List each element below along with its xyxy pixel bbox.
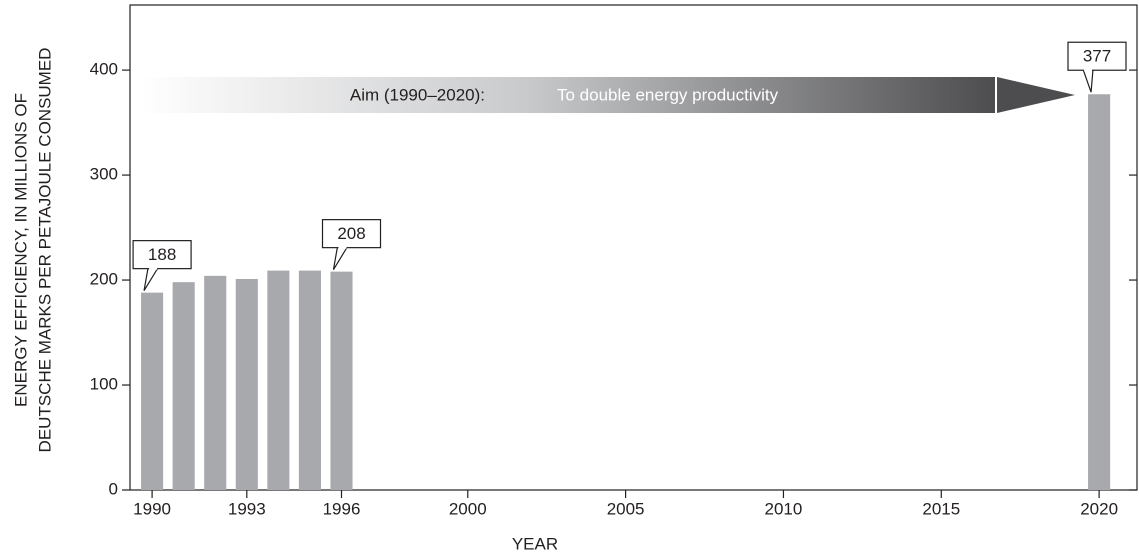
callout-gap (338, 245, 347, 249)
annotation: To double energy productivity (557, 85, 779, 104)
callout-box (132, 240, 192, 270)
x-tick-label: 2020 (1080, 499, 1118, 518)
bar (330, 271, 353, 490)
aim-arrow-head (997, 77, 1075, 113)
x-tick-label: 2015 (922, 499, 960, 518)
y-tick-label: 0 (109, 479, 118, 498)
callout-pointer (143, 267, 160, 291)
x-tick-label: 1993 (228, 499, 266, 518)
bar (267, 270, 290, 490)
bar (298, 270, 321, 490)
callout-gap (1084, 68, 1092, 72)
bar (172, 282, 195, 490)
bar (1088, 94, 1111, 490)
x-tick-label: 2000 (449, 499, 487, 518)
y-tick-label: 200 (90, 270, 118, 289)
callout-box (1067, 41, 1127, 71)
value-label: 208 (337, 224, 365, 243)
y-axis-label: ENERGY EFFICIENCY, IN MILLIONS OF (11, 93, 30, 407)
callout-pointer (332, 246, 349, 270)
x-axis-label: YEAR (512, 534, 558, 553)
callout-box (321, 219, 382, 249)
y-axis-label: DEUTSCHE MARKS PER PETAJOULE CONSUMED (35, 48, 54, 453)
x-tick-label: 2005 (607, 499, 645, 518)
y-tick-label: 300 (90, 165, 118, 184)
value-label: 377 (1083, 47, 1111, 66)
callout-pointer (1082, 68, 1094, 93)
value-label: 188 (148, 245, 176, 264)
x-tick-label: 1990 (133, 499, 171, 518)
bar (141, 292, 164, 490)
aim-arrow-body (140, 77, 995, 113)
bar (204, 275, 227, 490)
y-tick-label: 100 (90, 375, 118, 394)
annotation: Aim (1990–2020): (350, 85, 485, 104)
x-tick-label: 2010 (765, 499, 803, 518)
plot-frame (129, 4, 1138, 491)
x-tick-label: 1996 (323, 499, 361, 518)
callout-gap (149, 266, 158, 270)
y-tick-label: 400 (90, 60, 118, 79)
bar (235, 278, 258, 490)
